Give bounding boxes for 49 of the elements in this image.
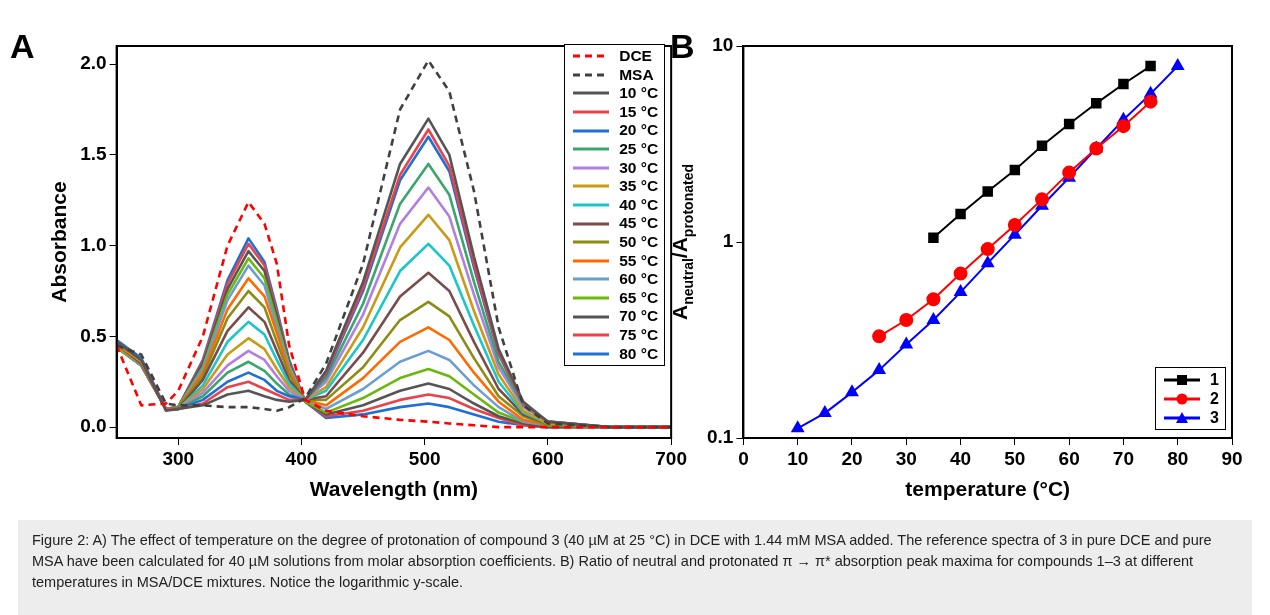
legend-label: 35 °C: [619, 177, 659, 196]
legend-label: 45 °C: [619, 214, 659, 233]
x-tick-label: 40: [949, 447, 972, 469]
x-tick-label: 80: [1167, 447, 1189, 469]
legend-label: 20 °C: [619, 121, 659, 140]
legend-label: 75 °C: [619, 325, 659, 345]
legend-label: 70 °C: [619, 307, 659, 326]
x-tick-label: 300: [162, 447, 195, 469]
x-tick-label: 60: [1058, 447, 1080, 469]
x-tick-label: 10: [787, 447, 809, 469]
legend-label: 1: [1210, 370, 1219, 389]
x-tick-label: 30: [895, 447, 917, 469]
legend-label: 10 °C: [619, 84, 659, 103]
y-tick-label: 1: [722, 230, 734, 252]
y-tick-label: 1.5: [80, 143, 108, 165]
x-tick-label: 50: [1004, 447, 1026, 469]
x-tick-label: 600: [532, 447, 564, 469]
legend-label: MSA: [619, 65, 654, 85]
y-axis-title: Absorbance: [47, 181, 71, 303]
legend-label: 15 °C: [619, 102, 659, 122]
legend-label: 60 °C: [619, 270, 659, 289]
y-tick-label: 0.0: [80, 415, 107, 437]
chart-title: A: [10, 27, 35, 66]
legend-label: 50 °C: [619, 232, 659, 252]
caption: Figure 2: A) The effect of temperature on the degree of protonation of compound 3 (40 µM at 25 °C) in DCE with 1.44 mM MSA added. The reference spectra of 3 in pure DCE and pure MSA have been calculated for 40 µM solutions from molar absorption coefficients. B) Ratio of neutral and protonated π → π* absorption peak maxima for compounds 1–3 at different temperatures in MSA/DCE mixtures. Notice the logarithmic y-scale.: [18, 520, 1252, 615]
y-tick-label: 0.5: [80, 324, 108, 346]
x-tick-label: 20: [841, 447, 863, 469]
x-axis-title: temperature (°C): [905, 477, 1071, 501]
y-tick-label: 2.0: [80, 52, 107, 74]
legend-label: 65 °C: [619, 288, 659, 308]
x-tick-label: 700: [655, 447, 687, 469]
legend-label: DCE: [619, 47, 652, 66]
chart-title: B: [670, 27, 695, 66]
y-tick-label: 10: [712, 34, 734, 56]
x-tick-label: 400: [285, 447, 318, 469]
legend-label: 80 °C: [619, 344, 659, 364]
y-tick-label: 0.1: [706, 426, 734, 448]
x-axis-title: Wavelength (nm): [309, 477, 479, 501]
y-tick-label: 1.0: [80, 233, 107, 255]
legend-label: 40 °C: [619, 195, 659, 215]
legend-label: 55 °C: [619, 251, 659, 271]
legend-label: 3: [1210, 408, 1219, 427]
legend-label: 30 °C: [619, 158, 659, 178]
x-tick-label: 0: [738, 447, 749, 469]
x-tick-label: 500: [408, 447, 441, 469]
x-tick-label: 70: [1112, 447, 1134, 469]
legend-label: 25 °C: [619, 139, 659, 159]
x-tick-label: 90: [1221, 447, 1243, 469]
legend-label: 2: [1210, 389, 1219, 408]
